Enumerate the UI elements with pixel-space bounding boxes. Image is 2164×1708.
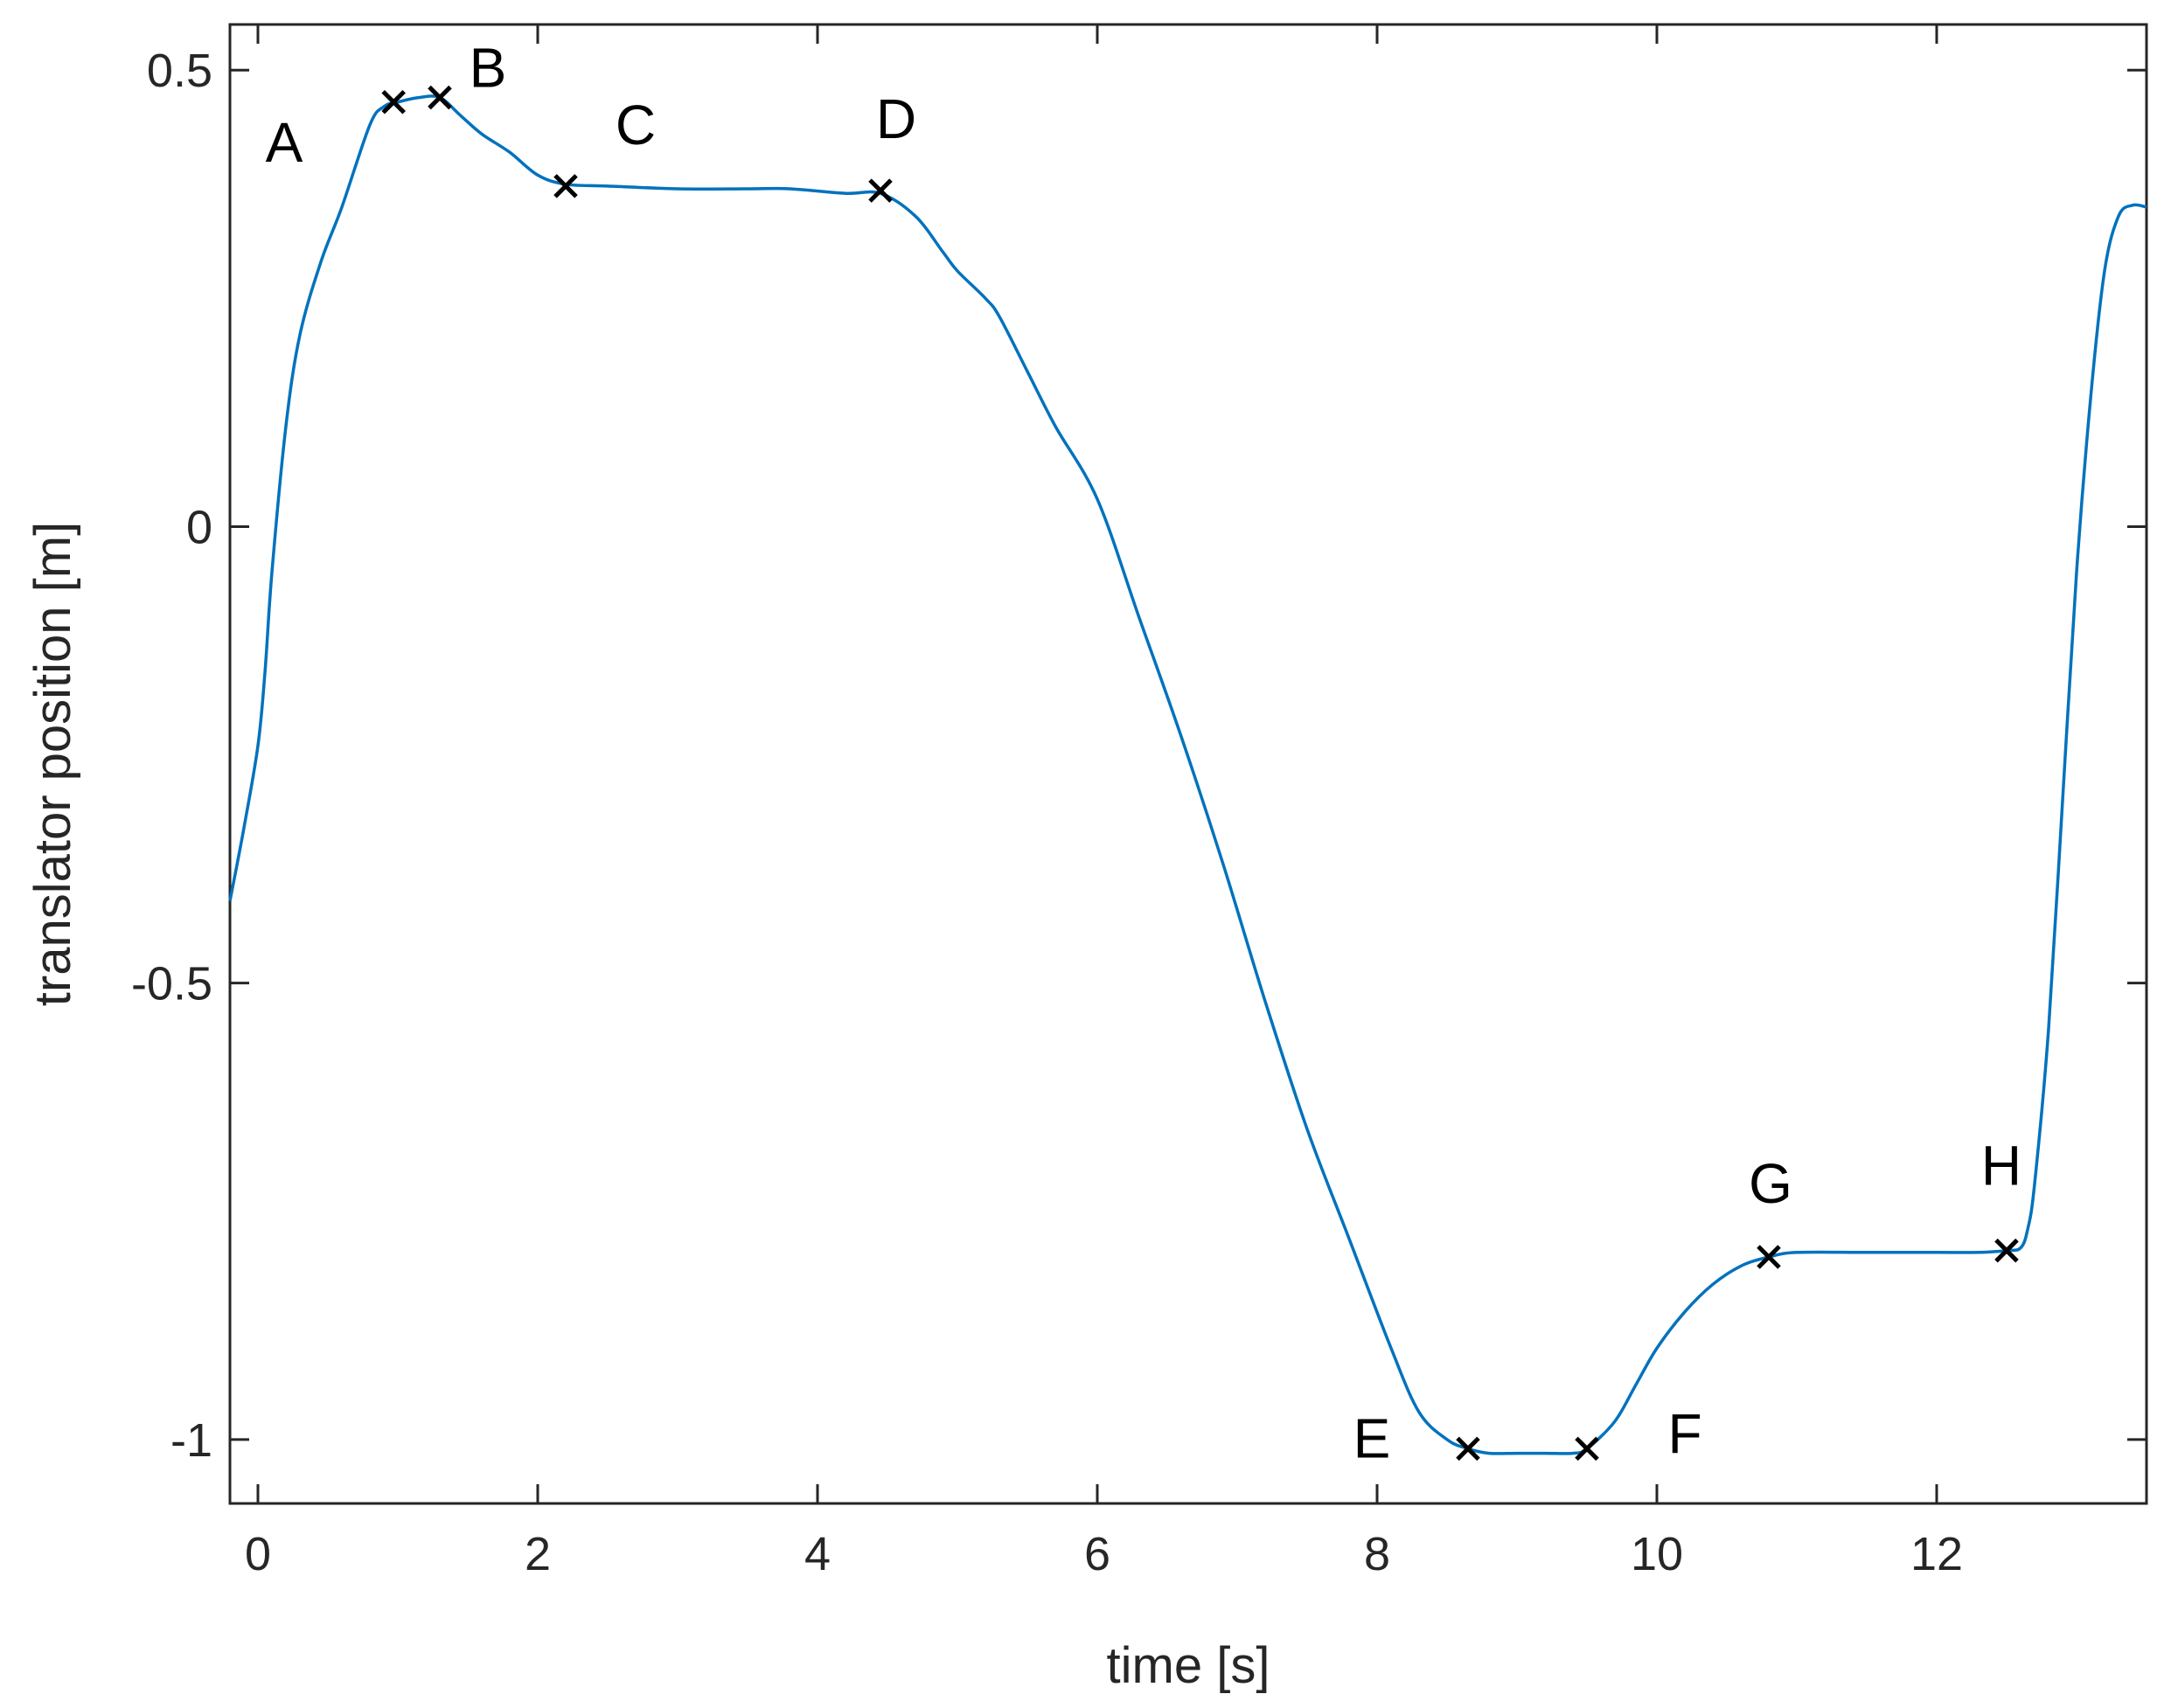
x-tick-label: 12 [1910,1528,1963,1580]
point-label: A [266,111,303,174]
point-marker [553,174,578,198]
y-axis-title: translator position [m] [24,522,81,1006]
point-marker [381,90,406,115]
marker-stroke [553,174,578,198]
series-line [228,94,2147,1455]
x-axis-title: time [s] [1107,1637,1270,1694]
point-marker [1994,1238,2019,1263]
point-label: D [876,87,916,150]
plot-frame [228,23,2148,1505]
y-axis: 0.5 0 -0.5 -1 [131,45,2147,1467]
y-tick-label: -1 [170,1414,212,1467]
marker-stroke [1575,1436,1599,1462]
x-tick-label: 8 [1364,1528,1390,1580]
point-label: G [1749,1152,1792,1215]
y-tick-label: -0.5 [131,958,212,1010]
point-label: B [470,37,507,100]
x-tick-label: 4 [804,1528,831,1580]
point-marker [1456,1436,1480,1462]
point-label: E [1353,1406,1391,1469]
point-marker [1757,1245,1781,1269]
point-marker [428,85,452,110]
point-label: F [1667,1402,1701,1465]
x-axis: 0 2 4 6 8 10 12 [245,24,1963,1580]
y-tick-label: 0 [186,501,212,553]
point-labels: B C D E F G H A [266,37,2021,1470]
marker-stroke [868,178,893,203]
y-tick-label: 0.5 [147,45,212,97]
marker-stroke [381,90,406,115]
x-tick-label: 6 [1084,1528,1110,1580]
x-tick-label: 2 [525,1528,551,1580]
x-tick-label: 10 [1631,1528,1683,1580]
marker-stroke [1994,1238,2019,1263]
point-marker [868,178,893,203]
point-label: H [1981,1135,2021,1198]
plot-area [228,23,2148,1505]
series-layer [228,94,2147,1455]
marker-stroke [1456,1436,1480,1462]
point-label: C [616,94,656,156]
marker-layer [381,85,2019,1462]
marker-stroke [428,85,452,110]
point-marker [1575,1436,1599,1462]
marker-stroke [1757,1245,1781,1269]
x-tick-label: 0 [245,1528,271,1580]
